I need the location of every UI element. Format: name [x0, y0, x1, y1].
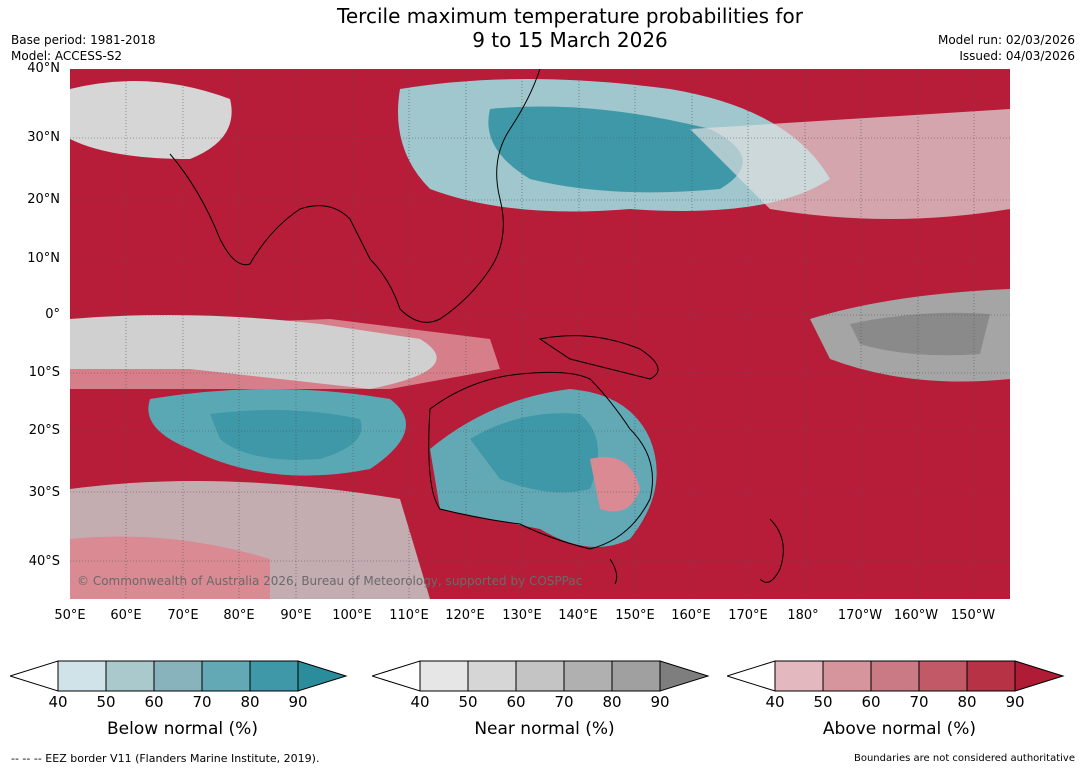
- colorbar-segment: [918, 660, 968, 692]
- lon-label: 160°E: [671, 608, 711, 623]
- region-near-eqpacific-core: [850, 312, 990, 356]
- tick-label: 60: [506, 693, 526, 711]
- colorbar-start-arrow: [725, 660, 776, 692]
- colorbar-segment: [249, 660, 299, 692]
- region-below-australia-core: [470, 413, 598, 493]
- colorbar-segment: [201, 660, 251, 692]
- legend-title: Below normal (%): [107, 719, 258, 739]
- lon-label: 60°E: [110, 608, 142, 623]
- legend-below-normal: 40 50 60 70 80 90 Below normal (%): [8, 660, 355, 750]
- lon-label: 90°E: [280, 608, 312, 623]
- copyright-note: © Commonwealth of Australia 2026, Bureau…: [77, 574, 583, 588]
- lat-label: 10°N: [27, 251, 60, 266]
- colorbar-above: [725, 660, 1065, 692]
- tick-label: 40: [765, 693, 785, 711]
- colorbar-end-arrow: [659, 660, 710, 692]
- colorbar-segment: [870, 660, 920, 692]
- lon-label: 150°E: [615, 608, 655, 623]
- lat-label: 20°N: [27, 192, 60, 207]
- tick-label: 70: [192, 693, 212, 711]
- eez-note: -- -- -- EEZ border V11 (Flanders Marine…: [11, 752, 320, 765]
- lon-label: 180°: [787, 608, 819, 623]
- colorbar-start-arrow: [370, 660, 421, 692]
- model-name: Model: ACCESS-S2: [11, 49, 123, 63]
- colorbar-segment: [966, 660, 1016, 692]
- tick-label: 40: [410, 693, 430, 711]
- map-gridlines: [70, 68, 1010, 599]
- meta-right: Model run: 02/03/2026 Issued: 04/03/2026: [938, 32, 1075, 64]
- lat-label: 40°N: [27, 61, 60, 76]
- colorbar-below: [8, 660, 348, 692]
- colorbar-segment: [563, 660, 613, 692]
- lon-label: 150°W: [950, 608, 996, 623]
- tick-label: 60: [144, 693, 164, 711]
- tick-label: 50: [96, 693, 116, 711]
- lon-label: 110°E: [389, 608, 429, 623]
- lat-label: 30°S: [28, 485, 60, 500]
- legend-above-normal: 40 50 60 70 80 90 Above normal (%): [725, 660, 1072, 750]
- tick-label: 80: [602, 693, 622, 711]
- legend-near-normal: 40 50 60 70 80 90 Near normal (%): [370, 660, 717, 750]
- tick-label: 90: [288, 693, 308, 711]
- boundary-disclaimer: Boundaries are not considered authoritat…: [853, 753, 1075, 764]
- probability-map: [70, 68, 1010, 599]
- colorbar-segment: [105, 660, 155, 692]
- legend-title: Near normal (%): [474, 719, 615, 739]
- title-line-1: Tercile maximum temperature probabilitie…: [337, 4, 803, 28]
- tick-label: 80: [957, 693, 977, 711]
- tick-label: 50: [813, 693, 833, 711]
- colorbar-end-arrow: [1014, 660, 1065, 692]
- tick-label: 80: [240, 693, 260, 711]
- colorbar-segment: [515, 660, 565, 692]
- tick-label: 90: [1005, 693, 1025, 711]
- chart-title: Tercile maximum temperature probabilitie…: [240, 4, 900, 52]
- issued-date: Issued: 04/03/2026: [959, 49, 1075, 63]
- colorbar-segment: [57, 660, 107, 692]
- model-run: Model run: 02/03/2026: [937, 33, 1075, 47]
- tick-label: 50: [458, 693, 478, 711]
- legend-title: Above normal (%): [822, 719, 977, 739]
- lon-label: 170°E: [728, 608, 768, 623]
- lat-label: 0°: [45, 307, 60, 322]
- map-panel[interactable]: [70, 68, 1010, 599]
- lon-label: 130°E: [502, 608, 542, 623]
- base-period: Base period: 1981-2018: [11, 33, 156, 47]
- colorbar-segment: [467, 660, 517, 692]
- tick-label: 40: [48, 693, 68, 711]
- region-below-npacific-core: [488, 106, 743, 193]
- coastlines: [169, 68, 784, 585]
- tick-label: 70: [909, 693, 929, 711]
- colorbar-end-arrow: [297, 660, 348, 692]
- region-above-south-light: [70, 536, 270, 599]
- tick-label: 60: [861, 693, 881, 711]
- region-near-npacific: [690, 109, 1010, 219]
- region-below-indian-core: [210, 410, 362, 460]
- lon-label: 80°E: [223, 608, 255, 623]
- title-line-2: 9 to 15 March 2026: [472, 28, 668, 52]
- colorbar-segment: [774, 660, 824, 692]
- tick-label: 90: [650, 693, 670, 711]
- colorbar-start-arrow: [8, 660, 59, 692]
- tick-label: 70: [554, 693, 574, 711]
- meta-left: Base period: 1981-2018 Model: ACCESS-S2: [11, 32, 156, 64]
- region-near-nw: [70, 81, 232, 159]
- lon-label: 50°E: [54, 608, 86, 623]
- colorbar-segment: [153, 660, 203, 692]
- lon-label: 140°E: [558, 608, 598, 623]
- lon-label: 170°W: [837, 608, 883, 623]
- lon-label: 70°E: [167, 608, 199, 623]
- region-above-australia-east: [590, 457, 640, 512]
- colorbar-segment: [822, 660, 872, 692]
- colorbar-segment: [419, 660, 469, 692]
- lon-label: 160°W: [893, 608, 939, 623]
- lat-label: 40°S: [28, 554, 60, 569]
- lon-label: 100°E: [332, 608, 372, 623]
- colorbar-segment: [611, 660, 661, 692]
- lon-label: 120°E: [445, 608, 485, 623]
- lat-label: 10°S: [28, 365, 60, 380]
- region-near-indian: [70, 315, 437, 389]
- lat-label: 20°S: [28, 423, 60, 438]
- colorbar-near: [370, 660, 710, 692]
- lat-label: 30°N: [27, 130, 60, 145]
